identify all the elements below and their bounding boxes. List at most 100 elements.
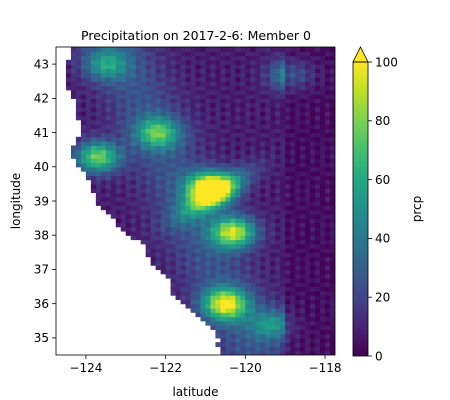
heatmap-cell (280, 333, 286, 339)
heatmap-cell (215, 278, 222, 283)
heatmap-cell (160, 226, 167, 232)
heatmap-cell (145, 158, 152, 164)
heatmap-cell (90, 162, 97, 168)
heatmap-cell (165, 175, 172, 181)
heatmap-cell (110, 201, 117, 206)
heatmap-cell (315, 209, 321, 215)
heatmap-cell (295, 175, 301, 181)
heatmap-cell (200, 85, 207, 91)
heatmap-cell (315, 282, 321, 288)
heatmap-cell (300, 145, 306, 151)
heatmap-cell (215, 64, 222, 69)
heatmap-cell (235, 68, 241, 74)
heatmap-cell (140, 162, 147, 168)
heatmap-cell (285, 132, 291, 138)
heatmap-cell (270, 149, 276, 155)
heatmap-cell (260, 153, 266, 159)
heatmap-cell (140, 218, 147, 223)
heatmap-cell (210, 94, 217, 99)
heatmap-cell (105, 47, 112, 52)
heatmap-cell (200, 111, 207, 117)
heatmap-cell (210, 188, 217, 194)
heatmap-cell (160, 213, 167, 219)
heatmap-cell (295, 320, 301, 326)
heatmap-cell (295, 102, 301, 108)
heatmap-cell (225, 141, 231, 146)
heatmap-cell (300, 85, 306, 91)
heatmap-cell (310, 94, 316, 99)
heatmap-cell (145, 141, 152, 146)
heatmap-cell (180, 205, 187, 211)
heatmap-cell (260, 85, 266, 91)
heatmap-cell (295, 201, 301, 206)
heatmap-cell (280, 183, 286, 189)
heatmap-cell (210, 307, 217, 313)
heatmap-cell (280, 273, 286, 279)
heatmap-cell (305, 153, 311, 159)
heatmap-cell (110, 149, 117, 155)
heatmap-cell (235, 89, 241, 95)
heatmap-cell (230, 102, 236, 108)
heatmap-cell (190, 158, 197, 164)
heatmap-cell (90, 136, 97, 142)
heatmap-cell (150, 94, 157, 99)
heatmap-cell (230, 175, 236, 181)
heatmap-cell (90, 179, 97, 185)
heatmap-cell (325, 171, 331, 176)
heatmap-cell (290, 162, 296, 168)
heatmap-cell (270, 85, 276, 91)
heatmap-cell (160, 239, 167, 245)
heatmap-cell (155, 76, 162, 82)
heatmap-cell (150, 243, 157, 249)
heatmap-cell (305, 81, 311, 87)
heatmap-cell (155, 94, 162, 99)
heatmap-cell (295, 81, 301, 87)
heatmap-cell (85, 141, 92, 146)
heatmap-cell (290, 132, 296, 138)
heatmap-cell (165, 47, 172, 52)
heatmap-cell (290, 205, 296, 211)
heatmap-cell (190, 282, 197, 288)
heatmap-cell (145, 72, 152, 78)
heatmap-cell (285, 256, 291, 262)
heatmap-cell (325, 72, 331, 78)
heatmap-cell (190, 162, 197, 168)
heatmap-cell (135, 89, 142, 95)
heatmap-cell (330, 222, 335, 228)
heatmap-cell (310, 213, 316, 219)
heatmap-cell (145, 85, 152, 91)
heatmap-cell (225, 183, 231, 189)
heatmap-cell (190, 290, 197, 296)
heatmap-cell (215, 312, 222, 318)
heatmap-cell (300, 183, 306, 189)
heatmap-cell (215, 94, 222, 99)
heatmap-cell (125, 128, 132, 134)
heatmap-cell (265, 145, 271, 151)
heatmap-cell (290, 98, 296, 104)
heatmap-cell (250, 183, 256, 189)
heatmap-cell (135, 145, 142, 151)
heatmap-cell (145, 111, 152, 117)
heatmap-cell (210, 124, 217, 129)
heatmap-cell (290, 51, 296, 57)
heatmap-cell (300, 316, 306, 322)
heatmap-cell (175, 166, 182, 172)
heatmap-cell (225, 166, 231, 172)
heatmap-cell (220, 201, 226, 206)
heatmap-cell (330, 243, 335, 249)
heatmap-cell (255, 47, 261, 52)
heatmap-cell (140, 188, 147, 194)
heatmap-cell (235, 350, 241, 355)
heatmap-cell (135, 72, 142, 78)
heatmap-cell (95, 111, 102, 117)
heatmap-cell (295, 128, 301, 134)
heatmap-cell (300, 325, 306, 330)
heatmap-cell (160, 260, 167, 266)
heatmap-cell (235, 141, 241, 146)
heatmap-cell (305, 222, 311, 228)
heatmap-cell (225, 235, 231, 241)
heatmap-cell (270, 235, 276, 241)
heatmap-cell (195, 295, 202, 300)
heatmap-cell (295, 213, 301, 219)
colorbar-tick-label: 80 (375, 114, 390, 128)
